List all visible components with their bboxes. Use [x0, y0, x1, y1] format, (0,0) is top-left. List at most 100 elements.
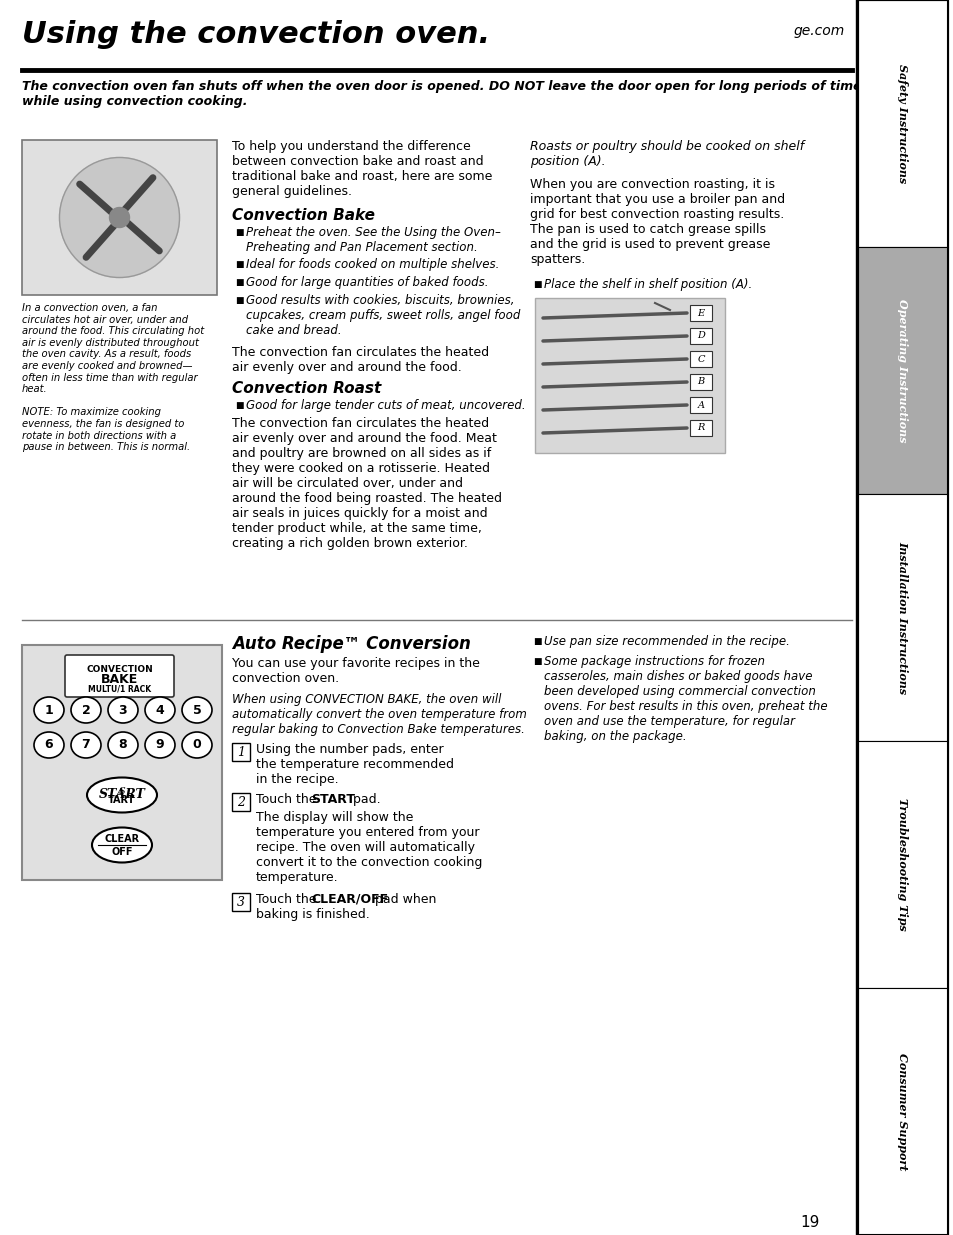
- Text: START: START: [311, 793, 355, 806]
- Ellipse shape: [87, 778, 157, 813]
- Text: To help you understand the difference
between convection bake and roast and
trad: To help you understand the difference be…: [232, 140, 492, 198]
- Text: When using CONVECTION BAKE, the oven will
automatically convert the oven tempera: When using CONVECTION BAKE, the oven wil…: [232, 693, 526, 736]
- Text: Preheat the oven. See the Using the Oven–
Preheating and Pan Placement section.: Preheat the oven. See the Using the Oven…: [246, 226, 500, 254]
- Bar: [857, 494, 947, 741]
- Text: ■: ■: [533, 280, 541, 289]
- Bar: [689, 351, 711, 367]
- Text: E: E: [697, 309, 704, 317]
- Bar: [22, 645, 222, 881]
- Text: 1: 1: [45, 704, 53, 716]
- Bar: [232, 743, 250, 761]
- Text: You can use your favorite recipes in the
convection oven.: You can use your favorite recipes in the…: [232, 657, 479, 685]
- Text: Convection Bake: Convection Bake: [232, 207, 375, 224]
- Bar: [857, 0, 947, 1235]
- Text: Roasts or poultry should be cooked on shelf
position (A).: Roasts or poultry should be cooked on sh…: [530, 140, 803, 168]
- Bar: [857, 247, 947, 494]
- Text: 3: 3: [118, 704, 127, 716]
- Text: Use pan size recommended in the recipe.: Use pan size recommended in the recipe.: [543, 635, 789, 648]
- Ellipse shape: [91, 827, 152, 862]
- Bar: [857, 988, 947, 1235]
- Text: Ideal for foods cooked on multiple shelves.: Ideal for foods cooked on multiple shelv…: [246, 258, 498, 270]
- Text: Operating Instructions: Operating Instructions: [897, 299, 907, 442]
- Text: pad when: pad when: [371, 893, 436, 906]
- Text: ■: ■: [234, 228, 243, 237]
- Text: MULTU/1 RACK: MULTU/1 RACK: [88, 684, 151, 693]
- Text: 9: 9: [155, 739, 164, 752]
- Text: A: A: [697, 400, 703, 410]
- Text: R: R: [697, 424, 704, 432]
- Ellipse shape: [182, 732, 212, 758]
- Text: In a convection oven, a fan
circulates hot air over, under and
around the food. : In a convection oven, a fan circulates h…: [22, 303, 204, 452]
- Circle shape: [59, 158, 179, 278]
- Ellipse shape: [34, 697, 64, 722]
- Text: ■: ■: [234, 261, 243, 269]
- Text: Touch the: Touch the: [255, 893, 320, 906]
- Text: CLEAR/OFF: CLEAR/OFF: [311, 893, 388, 906]
- Circle shape: [110, 207, 130, 227]
- Text: The convection fan circulates the heated
air evenly over and around the food.: The convection fan circulates the heated…: [232, 346, 489, 374]
- Bar: [689, 374, 711, 390]
- Text: ■: ■: [533, 637, 541, 646]
- Text: ■: ■: [533, 657, 541, 666]
- Text: Some package instructions for frozen
casseroles, main dishes or baked goods have: Some package instructions for frozen cas…: [543, 655, 827, 743]
- Text: C: C: [697, 354, 704, 363]
- Text: Auto Recipe™ Conversion: Auto Recipe™ Conversion: [232, 635, 471, 653]
- Ellipse shape: [145, 697, 174, 722]
- Ellipse shape: [182, 697, 212, 722]
- Ellipse shape: [145, 732, 174, 758]
- Text: The convection fan circulates the heated
air evenly over and around the food. Me: The convection fan circulates the heated…: [232, 417, 501, 550]
- Ellipse shape: [108, 732, 138, 758]
- Text: Good for large tender cuts of meat, uncovered.: Good for large tender cuts of meat, unco…: [246, 399, 525, 412]
- Bar: [689, 396, 711, 412]
- Text: The convection oven fan shuts off when the oven door is opened. DO NOT leave the: The convection oven fan shuts off when t…: [22, 80, 861, 107]
- Text: baking is finished.: baking is finished.: [255, 908, 370, 921]
- Text: Installation Instructions: Installation Instructions: [897, 541, 907, 694]
- Text: Using the number pads, enter
the temperature recommended
in the recipe.: Using the number pads, enter the tempera…: [255, 743, 454, 785]
- Text: 5: 5: [193, 704, 201, 716]
- Text: 6: 6: [45, 739, 53, 752]
- Text: When you are convection roasting, it is
important that you use a broiler pan and: When you are convection roasting, it is …: [530, 178, 784, 266]
- Text: Safety Instructions: Safety Instructions: [897, 64, 907, 183]
- Text: START: START: [98, 788, 145, 802]
- Text: 19: 19: [800, 1215, 820, 1230]
- Text: B: B: [697, 378, 704, 387]
- Text: 3: 3: [236, 895, 245, 909]
- Text: S: S: [118, 788, 125, 797]
- Ellipse shape: [71, 697, 101, 722]
- Bar: [689, 305, 711, 321]
- Text: CONVECTION: CONVECTION: [86, 664, 152, 674]
- Text: D: D: [697, 331, 704, 341]
- Text: CLEAR: CLEAR: [104, 834, 139, 844]
- Bar: [689, 329, 711, 345]
- Bar: [857, 741, 947, 988]
- Text: The display will show the
temperature you entered from your
recipe. The oven wil: The display will show the temperature yo…: [255, 811, 482, 884]
- Text: ■: ■: [234, 296, 243, 305]
- Text: Convection Roast: Convection Roast: [232, 382, 381, 396]
- Text: 2: 2: [236, 795, 245, 809]
- Text: 8: 8: [118, 739, 127, 752]
- Bar: [22, 140, 216, 295]
- Bar: [232, 893, 250, 911]
- Bar: [535, 298, 724, 453]
- Text: BAKE: BAKE: [101, 673, 138, 685]
- Bar: [232, 793, 250, 811]
- Text: Troubleshooting Tips: Troubleshooting Tips: [897, 798, 907, 931]
- Text: 4: 4: [155, 704, 164, 716]
- Text: Good for large quantities of baked foods.: Good for large quantities of baked foods…: [246, 275, 488, 289]
- Text: pad.: pad.: [349, 793, 380, 806]
- Text: TART: TART: [109, 795, 135, 805]
- Text: Touch the: Touch the: [255, 793, 320, 806]
- Text: Place the shelf in shelf position (A).: Place the shelf in shelf position (A).: [543, 278, 752, 291]
- Text: ■: ■: [234, 278, 243, 287]
- Text: Good results with cookies, biscuits, brownies,
cupcakes, cream puffs, sweet roll: Good results with cookies, biscuits, bro…: [246, 294, 519, 337]
- Text: OFF: OFF: [112, 847, 132, 857]
- Text: Consumer Support: Consumer Support: [897, 1052, 907, 1171]
- Bar: [857, 0, 947, 247]
- Text: 0: 0: [193, 739, 201, 752]
- Text: 7: 7: [82, 739, 91, 752]
- Bar: [689, 420, 711, 436]
- Ellipse shape: [34, 732, 64, 758]
- Text: ge.com: ge.com: [793, 23, 844, 38]
- Ellipse shape: [71, 732, 101, 758]
- Text: 1: 1: [236, 746, 245, 758]
